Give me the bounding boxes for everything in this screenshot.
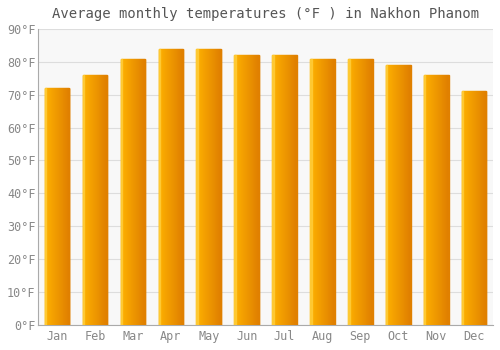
- Bar: [158, 49, 160, 324]
- Bar: [348, 58, 350, 324]
- Bar: [196, 49, 198, 324]
- Bar: [45, 88, 46, 324]
- Bar: [462, 91, 464, 324]
- Bar: [424, 75, 426, 324]
- Bar: [386, 65, 388, 324]
- Bar: [120, 58, 122, 324]
- Title: Average monthly temperatures (°F ) in Nakhon Phanom: Average monthly temperatures (°F ) in Na…: [52, 7, 479, 21]
- Bar: [310, 58, 312, 324]
- Bar: [272, 55, 274, 324]
- Bar: [83, 75, 84, 324]
- Bar: [234, 55, 236, 324]
